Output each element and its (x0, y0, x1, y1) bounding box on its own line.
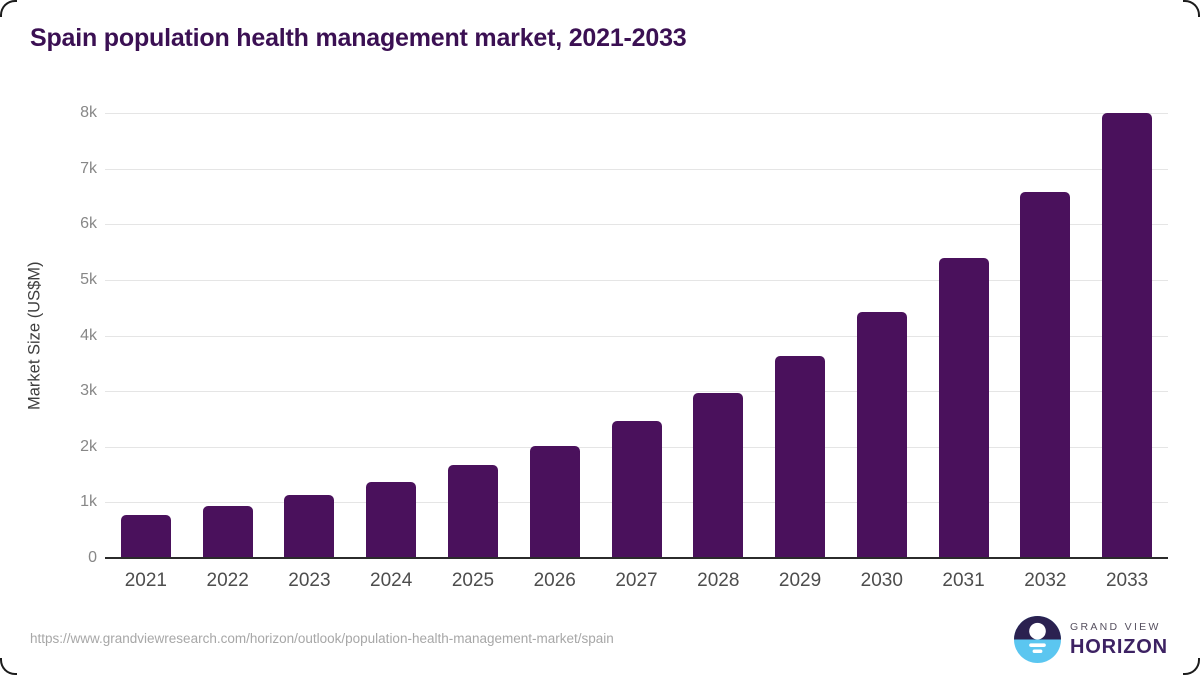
x-tick-label-2029: 2029 (778, 570, 822, 591)
x-tick-label-2027: 2027 (615, 570, 658, 591)
widget-corner-border (1183, 0, 1200, 17)
y-tick-label-5k: 5k (80, 270, 97, 288)
x-tick-label-2030: 2030 (860, 570, 903, 591)
gridline-7k (105, 168, 1168, 170)
widget-corner-border (0, 0, 17, 17)
chart-title: Spain population health management marke… (30, 24, 687, 52)
x-tick-label-2028: 2028 (697, 570, 740, 591)
gridline-6k (105, 224, 1168, 226)
x-tick-label-2032: 2032 (1024, 570, 1067, 591)
source-url: https://www.grandviewresearch.com/horizo… (30, 631, 614, 646)
logo-brand-bottom: HORIZON (1070, 635, 1168, 658)
bar-2021[interactable] (120, 514, 171, 558)
bar-2022[interactable] (202, 505, 253, 558)
y-tick-label-7k: 7k (80, 159, 97, 177)
bar-2024[interactable] (366, 482, 417, 558)
x-tick-label-2021: 2021 (124, 570, 168, 591)
x-tick-label-2033: 2033 (1105, 570, 1149, 591)
y-tick-label-8k: 8k (80, 104, 97, 121)
bar-2030[interactable] (856, 311, 907, 558)
gridline-8k (105, 113, 1168, 114)
y-tick-label-1k: 1k (80, 493, 97, 511)
x-tick-label-2025: 2025 (451, 570, 495, 591)
horizon-sunset-icon (1014, 616, 1061, 663)
widget-corner-border (0, 658, 17, 675)
plot-area: 0 1k 2k 3k 4k 5k 6k 7k 8k 2021 2022 2023 2024 2025 202… (80, 104, 1168, 591)
y-tick-label-2k: 2k (80, 437, 97, 455)
bar-2027[interactable] (611, 421, 662, 558)
bar-2023[interactable] (284, 494, 335, 558)
widget-corner-border (1183, 658, 1200, 675)
bar-2029[interactable] (775, 356, 826, 558)
gridline-4k (105, 335, 1168, 337)
bar-2033[interactable] (1102, 113, 1153, 558)
x-tick-label-2026: 2026 (533, 570, 576, 591)
bar-2028[interactable] (693, 392, 744, 558)
x-tick-label-2022: 2022 (206, 570, 249, 591)
logo-wordmark: GRAND VIEW HORIZON (1070, 621, 1168, 659)
bar-2025[interactable] (447, 465, 498, 558)
gridline-3k (105, 391, 1168, 393)
y-tick-label-3k: 3k (80, 382, 97, 400)
y-tick-label-6k: 6k (80, 215, 97, 233)
bar-2026[interactable] (529, 445, 580, 558)
x-tick-label-2031: 2031 (942, 570, 985, 591)
gridline-5k (105, 279, 1168, 281)
x-axis-line (105, 557, 1168, 559)
grand-view-horizon-logo[interactable]: GRAND VIEW HORIZON (1014, 616, 1168, 663)
x-tick-label-2024: 2024 (370, 570, 413, 591)
x-tick-label-2023: 2023 (288, 570, 331, 591)
y-tick-label-0: 0 (88, 549, 97, 566)
y-tick-label-4k: 4k (80, 326, 97, 344)
bar-2031[interactable] (938, 257, 989, 558)
logo-brand-top: GRAND VIEW (1070, 620, 1161, 633)
bar-2032[interactable] (1020, 192, 1071, 558)
